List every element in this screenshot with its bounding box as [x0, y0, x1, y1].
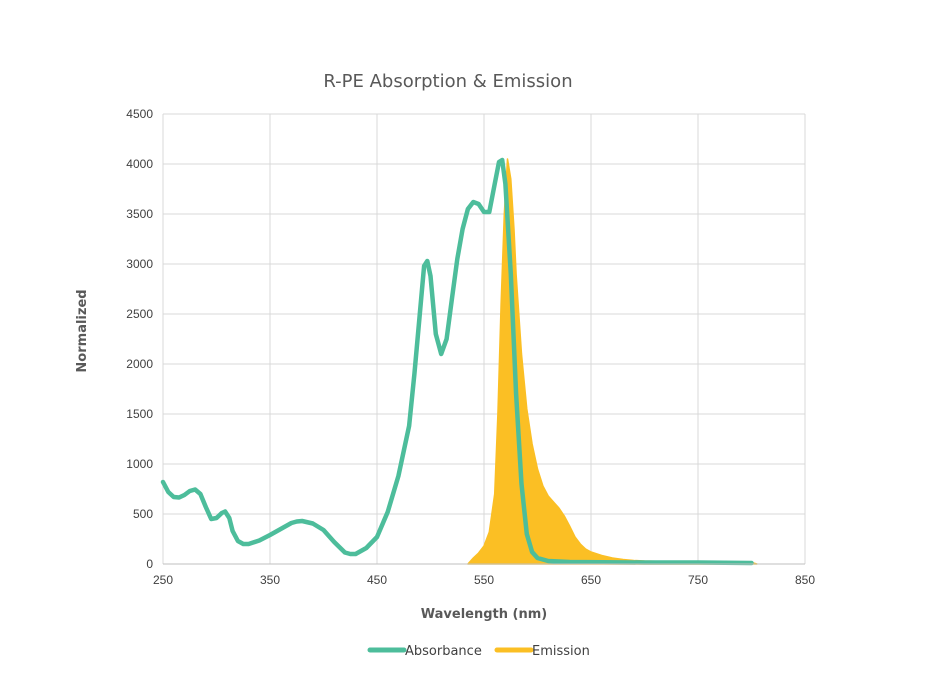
- y-axis-title: Normalized: [75, 289, 90, 372]
- chart-title: R-PE Absorption & Emission: [323, 71, 572, 92]
- plot-series: [160, 157, 758, 566]
- y-axis-ticks: 0 500 1000 1500 2000 2500 3000 3500 4000 4500: [126, 107, 153, 571]
- x-axis-title: Wavelength (nm): [421, 607, 547, 622]
- legend-label-absorbance: Absorbance: [405, 644, 482, 659]
- y-tick-label: 500: [133, 507, 153, 521]
- legend-label-emission: Emission: [532, 644, 590, 659]
- gridlines: [162, 113, 806, 564]
- y-tick-label: 1500: [126, 407, 153, 421]
- x-tick-label: 750: [688, 573, 708, 587]
- series-area-emission: [467, 158, 758, 565]
- y-tick-label: 1000: [126, 457, 153, 471]
- y-tick-label: 3000: [126, 257, 153, 271]
- series-line-absorbance: [160, 157, 754, 566]
- y-tick-label: 4000: [126, 157, 153, 171]
- y-tick-label: 2000: [126, 357, 153, 371]
- y-tick-label: 3500: [126, 207, 153, 221]
- legend: Absorbance Emission: [367, 644, 590, 659]
- y-tick-label: 4500: [126, 107, 153, 121]
- x-tick-label: 350: [260, 573, 280, 587]
- x-tick-label: 550: [474, 573, 494, 587]
- x-tick-label: 650: [581, 573, 601, 587]
- x-tick-label: 250: [153, 573, 173, 587]
- y-tick-label: 2500: [126, 307, 153, 321]
- x-axis-ticks: 250 350 450 550 650 750 850: [153, 573, 815, 587]
- y-tick-label: 0: [146, 557, 153, 571]
- x-tick-label: 850: [795, 573, 815, 587]
- x-tick-label: 450: [367, 573, 387, 587]
